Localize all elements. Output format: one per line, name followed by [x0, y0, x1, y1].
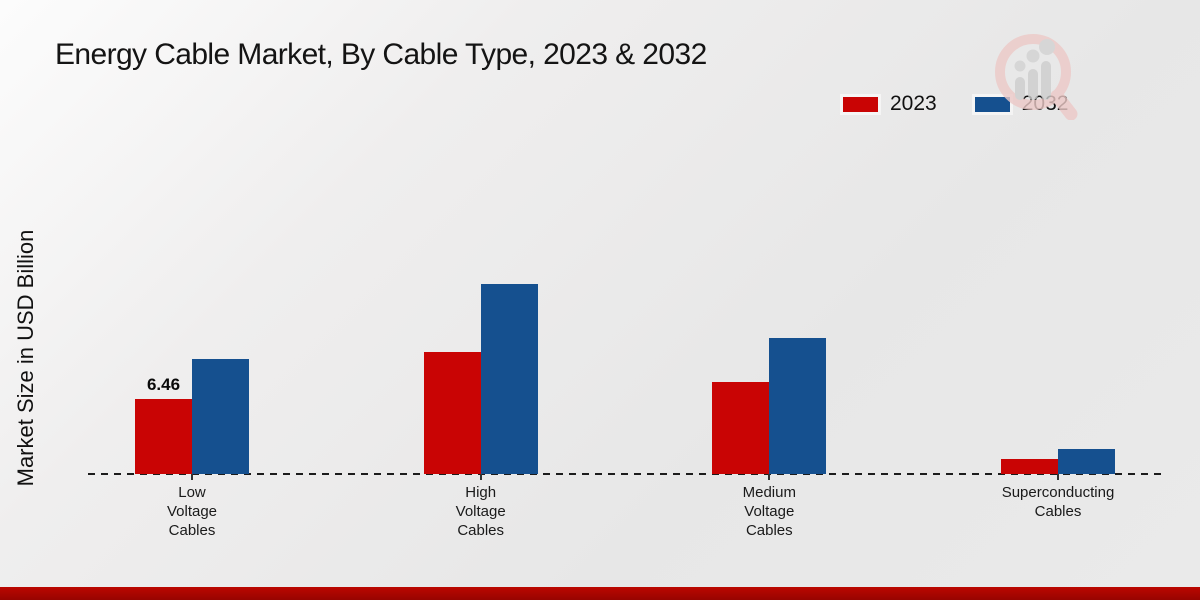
- x-axis-label-1: Low Voltage Cables: [166, 484, 218, 539]
- bar-2023-category-3: [712, 382, 770, 474]
- footer-brand-bar: [0, 587, 1200, 600]
- x-axis-label-2: High Voltage Cables: [455, 484, 506, 539]
- bar-2023-category-4: [1001, 458, 1058, 474]
- legend-swatch-2032: [974, 96, 1010, 112]
- magnifier-bar-chart-logo-watermark: [995, 34, 1078, 120]
- x-axis-label-3: Medium Voltage Cables: [742, 484, 796, 539]
- x-axis-ticks: [88, 474, 1163, 481]
- bar-2032-category-4: [1058, 448, 1115, 474]
- axis-tick: [768, 474, 771, 480]
- bar-2023-category-1: [135, 399, 192, 474]
- bar-group-4: [1001, 260, 1115, 474]
- legend-label-2023: 2023: [890, 92, 937, 115]
- x-axis-label-4: Superconducting Cables: [1001, 484, 1115, 520]
- bar-2032-category-1: [192, 359, 249, 474]
- plot-area: 6.46: [88, 260, 1163, 475]
- bar-2032-category-3: [769, 338, 827, 474]
- legend-swatch-2023: [843, 96, 878, 112]
- bar-group-2: [423, 260, 538, 474]
- axis-tick: [1057, 474, 1059, 480]
- bar-value-label: 6.46: [146, 375, 181, 394]
- x-axis-baseline: [88, 473, 1163, 475]
- bar-group-3: [712, 260, 827, 474]
- chart-title: Energy Cable Market, By Cable Type, 2023…: [55, 38, 707, 71]
- axis-tick: [191, 474, 193, 480]
- legend-item-2023: 2023: [843, 92, 937, 116]
- bar-group-1: 6.46: [135, 260, 249, 474]
- bar-2032-category-2: [480, 283, 538, 474]
- axis-tick: [479, 474, 482, 480]
- bar-2023-category-2: [423, 352, 481, 474]
- y-axis-label: Market Size in USD Billion: [13, 229, 38, 487]
